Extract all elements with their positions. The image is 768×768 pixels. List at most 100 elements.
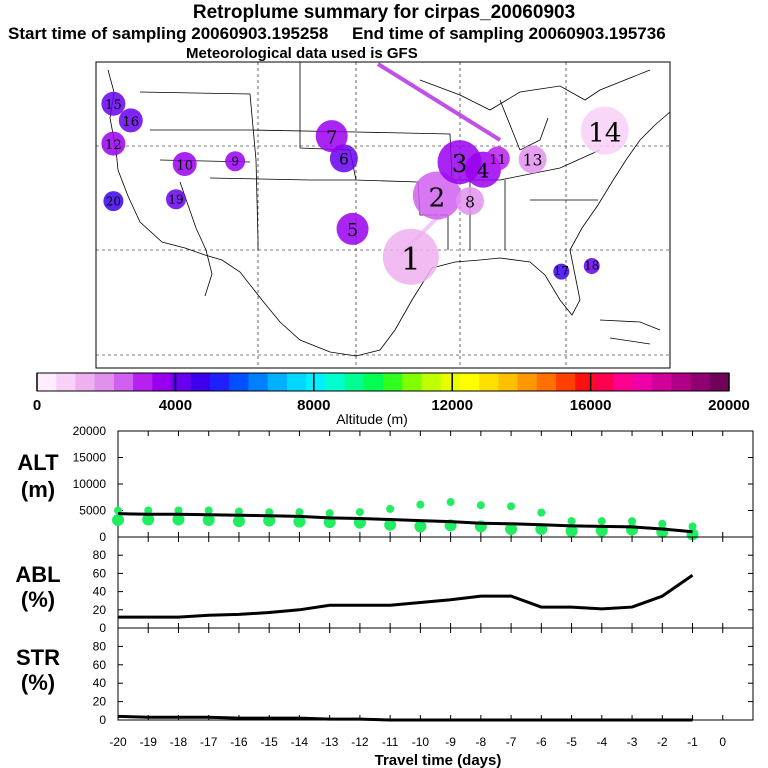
y-tick-label: 80: [93, 639, 107, 653]
plume-marker-day-19: [166, 189, 187, 210]
panel-alt: ALT(m) 20000 15000 10000 5000 0: [17, 424, 754, 544]
panel-ylabel: (%): [21, 670, 55, 695]
alt-point-lower: [505, 523, 518, 536]
panel-ylabel: ALT: [17, 450, 59, 475]
alt-point-upper: [567, 517, 576, 526]
colorbar-swatch: [229, 373, 249, 391]
x-tick-label: -10: [412, 735, 430, 749]
time-series-panels: ALT(m)20000150001000050000ABL(%)80604020…: [15, 424, 754, 749]
plume-marker-day-14: [580, 106, 629, 155]
alt-point-upper: [688, 522, 697, 531]
alt-point-upper: [416, 500, 425, 509]
alt-point-upper: [476, 501, 485, 510]
alt-point-lower: [172, 513, 185, 526]
plume-marker-label: 11: [489, 153, 506, 168]
colorbar-swatch: [594, 373, 615, 391]
x-tick-label: -16: [230, 735, 248, 749]
colorbar-swatch: [363, 373, 384, 391]
x-tick-label: -9: [445, 735, 456, 749]
y-tick-label: 15000: [73, 451, 107, 465]
colorbar-swatch: [517, 373, 538, 391]
alt-point-lower: [142, 513, 155, 526]
alt-point-upper: [658, 519, 667, 528]
colorbar-swatch: [575, 373, 595, 391]
plume-marker-label: 7: [326, 128, 337, 148]
x-tick-label: -2: [657, 735, 668, 749]
alt-point-upper: [144, 506, 153, 515]
panel-ylabel: (m): [21, 477, 55, 502]
colorbar-swatch: [190, 373, 211, 391]
colorbar-tick-label: 8000: [297, 397, 330, 414]
y-tick-label: 60: [93, 658, 107, 672]
x-tick-label: -13: [321, 735, 339, 749]
colorbar-swatch: [383, 373, 403, 391]
series-line-str: [117, 714, 693, 722]
colorbar-swatch: [536, 373, 557, 391]
colorbar-swatch: [344, 373, 365, 391]
panel-ylabel: ABL: [15, 562, 60, 587]
colorbar-swatch: [459, 373, 480, 391]
plume-marker-label: 3: [452, 150, 467, 178]
plume-marker-label: 14: [588, 117, 622, 148]
x-tick-label: -8: [476, 735, 487, 749]
colorbar-swatch: [325, 373, 346, 391]
sampling-times: Start time of sampling 20060903.195258 E…: [8, 24, 666, 43]
y-tick-label: 0: [99, 530, 106, 544]
colorbar-swatch: [479, 373, 499, 391]
colorbar-swatch: [690, 373, 711, 391]
colorbar-swatch: [613, 373, 634, 391]
y-tick-label: 5000: [79, 504, 106, 518]
map-grid: [96, 62, 670, 368]
plume-marker-label: 10: [176, 158, 193, 173]
colorbar-swatch: [421, 373, 442, 391]
colorbar-swatch: [652, 373, 672, 391]
colorbar-swatch: [37, 373, 57, 391]
colorbar: 0 4000 8000 12000 16000 20000: [33, 372, 750, 414]
plume-marker-day-12: [101, 131, 126, 156]
alt-point-upper: [386, 504, 395, 513]
colorbar-swatch: [286, 373, 307, 391]
plume-trail-north: [376, 62, 502, 142]
alt-point-upper: [295, 508, 304, 517]
colorbar-label: Altitude (m): [336, 411, 408, 427]
alt-point-lower: [232, 515, 245, 528]
plume-marker-label: 8: [465, 193, 475, 211]
plume-marker-day-15: [101, 91, 126, 116]
page-title: Retroplume summary for cirpas_20060903: [192, 2, 576, 23]
plume-marker-label: 1: [401, 241, 421, 277]
x-tick-label: -1: [687, 735, 698, 749]
plume-marker-label: 20: [106, 195, 121, 209]
alt-point-upper: [446, 498, 455, 507]
plume-marker-day-16: [118, 108, 143, 133]
alt-median-line: [117, 512, 693, 534]
plume-marker-label: 5: [347, 221, 358, 241]
alt-point-upper: [174, 506, 183, 515]
x-axis-label: Travel time (days): [375, 752, 502, 768]
x-tick-label: -15: [261, 735, 279, 749]
colorbar-tick-label: 20000: [708, 397, 750, 414]
plume-marker-label: 19: [168, 193, 183, 207]
alt-point-lower: [414, 520, 427, 533]
plume-marker-label: 18: [584, 259, 599, 273]
panel-abl: ABL(%) 80 60 40 20 0: [15, 536, 754, 635]
y-tick-label: 20: [93, 695, 107, 709]
alt-point-upper: [355, 508, 364, 517]
map-frame: [95, 61, 671, 369]
plume-marker-day-7: [315, 120, 348, 153]
y-tick-label: 40: [93, 585, 107, 599]
colorbar-swatch: [632, 373, 653, 391]
x-tick-label: -3: [627, 735, 638, 749]
plume-marker-label: 17: [554, 264, 569, 278]
x-tick-label: -14: [291, 735, 309, 749]
x-tick-label: -17: [200, 735, 218, 749]
plume-marker-day-20: [103, 191, 124, 212]
x-tick-label: -20: [109, 735, 127, 749]
plume-marker-label: 2: [429, 182, 446, 213]
alt-point-upper: [265, 508, 274, 517]
plume-marker-day-5: [336, 212, 369, 245]
x-tick-label: -19: [140, 735, 158, 749]
plume-marker-day-10: [172, 152, 197, 176]
colorbar-tick-label: 16000: [570, 397, 612, 414]
colorbar-swatch: [133, 373, 153, 391]
x-tick-label: -11: [382, 735, 399, 749]
